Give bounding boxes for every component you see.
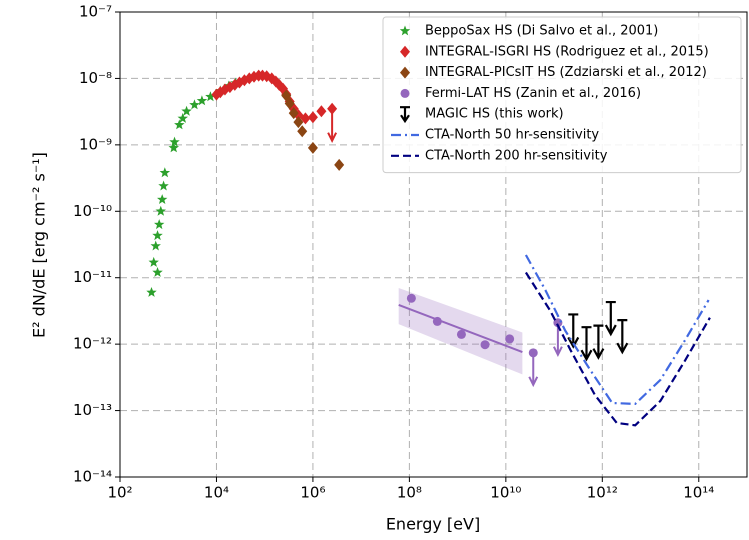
x-tick-label: 10¹⁴: [683, 484, 714, 502]
circle-marker: [505, 334, 515, 344]
diamond-marker: [293, 116, 304, 129]
x-tick-label: 10⁴: [204, 484, 229, 502]
x-tick-label: 10¹²: [587, 484, 618, 502]
diamond-marker: [288, 107, 299, 120]
star-marker: [155, 205, 166, 216]
star-marker: [205, 91, 216, 102]
circle-marker: [456, 329, 466, 339]
upper-limit-arrow: [553, 322, 563, 357]
y-tick-label: 10⁻¹⁴: [73, 468, 112, 486]
x-tick-label: 10²: [107, 484, 132, 502]
diamond-marker: [307, 141, 318, 154]
diamond-marker: [307, 111, 318, 124]
legend-handle: [400, 66, 410, 79]
upper-limit-arrow: [567, 313, 580, 349]
legend-label: INTEGRAL-ISGRI HS (Rodriguez et al., 201…: [425, 44, 709, 59]
circle-marker: [432, 316, 442, 326]
fit-line: [398, 303, 523, 354]
sensitivity-line: [524, 271, 711, 427]
upper-limit-arrow: [580, 326, 593, 362]
star-marker: [158, 180, 169, 191]
diamond-marker: [327, 102, 338, 115]
star-marker: [152, 230, 163, 241]
y-tick-label: 10⁻⁹: [79, 135, 112, 153]
legend-label: CTA-North 200 hr-sensitivity: [425, 148, 608, 163]
star-marker: [150, 240, 161, 251]
y-tick-label: 10⁻⁷: [79, 3, 112, 21]
legend-box: [382, 16, 742, 174]
star-marker: [159, 167, 171, 178]
y-axis-label: E² dN/dE [erg cm⁻² s⁻¹]: [30, 152, 49, 338]
legend-handle: [400, 106, 410, 124]
diamond-marker: [334, 158, 345, 171]
star-marker: [148, 256, 159, 267]
legend-handle: [399, 25, 411, 36]
legend-label: CTA-North 50 hr-sensitivity: [425, 128, 599, 143]
plot-area: [146, 69, 711, 427]
star-marker: [168, 142, 179, 153]
upper-limit-arrow: [528, 352, 539, 388]
star-marker: [157, 194, 168, 204]
star-marker: [152, 267, 163, 277]
y-tick-label: 10⁻¹³: [73, 401, 112, 419]
circle-marker: [406, 293, 416, 303]
x-tick-label: 10⁶: [300, 484, 325, 502]
star-marker: [177, 112, 188, 123]
star-marker: [146, 287, 157, 297]
circle-marker: [480, 340, 490, 350]
legend-label: BeppoSax HS (Di Salvo et al., 2001): [425, 24, 658, 39]
y-tick-label: 10⁻⁸: [79, 69, 112, 87]
star-marker: [169, 136, 180, 147]
star-marker: [196, 95, 208, 106]
upper-limit-arrow: [592, 324, 605, 360]
legend-handle: [400, 45, 410, 58]
upper-limit-arrow: [604, 300, 617, 337]
legend-label: Fermi-LAT HS (Zanin et al., 2016): [425, 86, 641, 101]
x-axis-label: Energy [eV]: [386, 515, 480, 534]
circle-marker: [528, 348, 538, 358]
legend-handle: [400, 88, 410, 98]
y-tick-label: 10⁻¹²: [73, 335, 112, 353]
axes-frame: [119, 11, 748, 478]
diamond-marker: [300, 112, 311, 125]
y-tick-label: 10⁻¹⁰: [73, 202, 112, 220]
diamond-marker: [316, 105, 327, 118]
diamond-marker: [284, 97, 295, 110]
diamond-marker: [297, 125, 308, 138]
circle-marker: [553, 318, 563, 328]
upper-limit-arrow: [616, 319, 629, 355]
star-marker: [174, 119, 185, 130]
y-tick-label: 10⁻¹¹: [73, 268, 112, 286]
star-marker: [181, 105, 192, 116]
sensitivity-line: [524, 254, 710, 406]
x-tick-label: 10¹⁰: [490, 484, 521, 502]
legend-label: INTEGRAL-PICsIT HS (Zdziarski et al., 20…: [425, 65, 707, 80]
star-marker: [189, 99, 200, 110]
x-tick-label: 10⁸: [397, 484, 422, 502]
legend-label: MAGIC HS (this work): [425, 107, 564, 122]
star-marker: [154, 219, 165, 230]
